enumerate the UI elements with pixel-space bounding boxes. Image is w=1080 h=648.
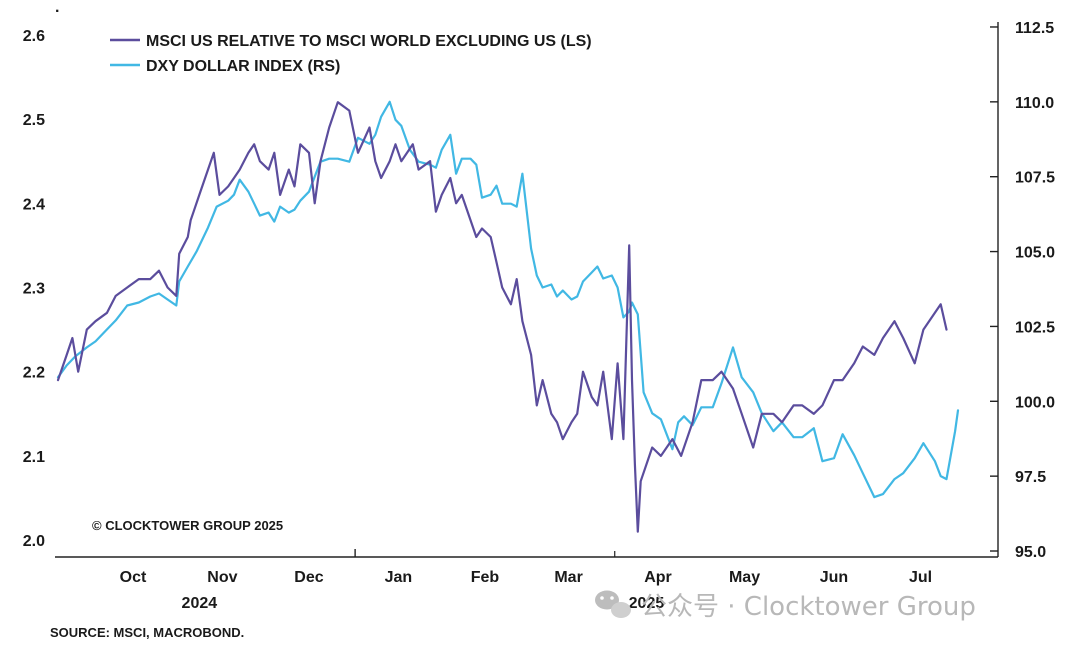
legend-label-msci: MSCI US RELATIVE TO MSCI WORLD EXCLUDING… (146, 33, 592, 50)
copyright-note: © CLOCKTOWER GROUP 2025 (92, 518, 283, 533)
y-right-tick-label: 102.5 (1015, 319, 1055, 336)
x-month-label: Feb (471, 569, 500, 586)
right-axis: 95.0 97.5 100.0 102.5 105.0 107.5 110.0 112.5 (990, 20, 1055, 561)
x-month-label: Jul (909, 569, 932, 586)
source-note: SOURCE: MSCI, MACROBOND. (50, 625, 244, 640)
y-left-tick-label: 2.1 (23, 449, 45, 466)
y-left-tick-label: 2.4 (23, 196, 45, 213)
x-year-label: 2024 (182, 595, 218, 612)
left-axis-ticks: 2.0 2.1 2.2 2.3 2.4 2.5 2.6 (23, 28, 45, 550)
y-right-tick-label: 100.0 (1015, 394, 1055, 411)
x-month-label: May (729, 569, 760, 586)
series-layer (56, 100, 960, 533)
x-month-label: Oct (120, 569, 147, 586)
y-left-tick-label: 2.0 (23, 533, 45, 550)
legend: MSCI US RELATIVE TO MSCI WORLD EXCLUDING… (110, 33, 592, 75)
x-month-label: Nov (207, 569, 237, 586)
y-right-tick-label: 112.5 (1015, 20, 1054, 37)
x-month-label: Mar (554, 569, 582, 586)
y-right-tick-label: 105.0 (1015, 245, 1055, 262)
y-left-tick-label: 2.2 (23, 365, 45, 382)
x-month-label: Jun (820, 569, 848, 586)
watermark: 公众号 · Clocktower Group (595, 590, 976, 622)
legend-label-dxy: DXY DOLLAR INDEX (RS) (146, 58, 340, 75)
x-month-label: Jan (385, 569, 413, 586)
y-right-tick-label: 110.0 (1015, 95, 1054, 112)
x-month-label: Dec (294, 569, 323, 586)
y-right-tick-label: 95.0 (1015, 544, 1046, 561)
x-month-label: Apr (644, 569, 672, 586)
x-axis: Oct Nov Dec Jan Feb Mar Apr May Jun Jul 2024 2025 (55, 549, 998, 612)
wechat-logo-icon (595, 590, 631, 618)
msci-relative-series-line (56, 101, 948, 533)
y-left-tick-label: 2.6 (23, 28, 45, 45)
y-left-tick-label: 2.5 (23, 112, 45, 129)
y-right-tick-label: 97.5 (1015, 469, 1046, 486)
y-right-tick-label: 107.5 (1015, 170, 1055, 187)
y-left-tick-label: 2.3 (23, 281, 45, 298)
corner-dot: . (55, 0, 59, 16)
dxy-series-line (56, 100, 960, 499)
x-year-label: 2025 (629, 595, 665, 612)
watermark-text: 公众号 · Clocktower Group (641, 592, 976, 622)
